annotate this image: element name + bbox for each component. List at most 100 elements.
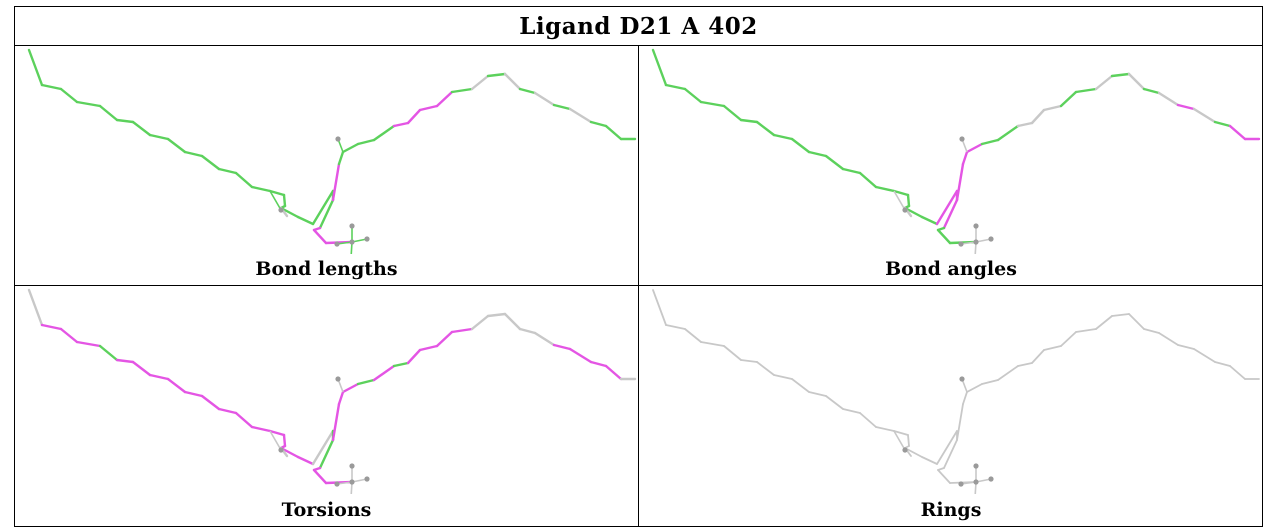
bond: [200, 154, 221, 171]
bond: [722, 104, 743, 122]
bond: [282, 193, 287, 208]
bond: [962, 391, 968, 405]
atom: [973, 479, 979, 485]
bond: [486, 312, 507, 318]
bond: [318, 438, 335, 470]
bond: [166, 377, 187, 394]
bond: [40, 83, 63, 91]
bond: [756, 361, 775, 376]
bond: [699, 100, 726, 108]
bond: [1095, 315, 1113, 330]
bond: [966, 383, 983, 393]
bond: [27, 48, 44, 87]
substituent-bond: [974, 481, 977, 494]
atom: [335, 136, 341, 142]
bond: [980, 138, 1000, 146]
atom: [278, 447, 284, 453]
bond: [1074, 87, 1098, 94]
bond: [518, 87, 537, 95]
panel-caption: Torsions: [281, 499, 372, 521]
bond: [75, 100, 102, 108]
bond: [935, 189, 959, 226]
bond: [1143, 328, 1160, 334]
atom: [988, 236, 994, 242]
bond: [356, 138, 376, 146]
bond: [296, 215, 315, 226]
bond: [450, 87, 474, 94]
bond: [1043, 345, 1062, 351]
bond: [1142, 87, 1161, 95]
bond: [921, 456, 938, 465]
bond: [604, 364, 623, 381]
bond: [961, 150, 969, 166]
bond: [664, 83, 687, 91]
bond: [503, 72, 522, 91]
bond: [589, 360, 608, 368]
bond: [740, 359, 758, 363]
bond: [1075, 328, 1097, 333]
bond: [503, 312, 522, 331]
bond: [115, 118, 135, 124]
atom: [334, 481, 340, 487]
bond: [418, 104, 439, 112]
bond: [1016, 121, 1034, 128]
bond: [772, 133, 794, 141]
bond: [552, 343, 572, 351]
bond: [773, 374, 793, 380]
bond: [1228, 124, 1247, 141]
bond: [131, 360, 152, 377]
substituent-bond: [350, 481, 353, 494]
bond: [1193, 348, 1216, 363]
bond: [1031, 349, 1045, 364]
bond: [937, 469, 951, 484]
bond: [341, 142, 360, 154]
validation-table: Ligand D21 A 402 Bond lengths Bond angle…: [14, 6, 1263, 527]
bond: [903, 206, 924, 219]
substituent-bond: [893, 430, 906, 451]
bond: [59, 87, 79, 104]
bond: [166, 137, 187, 154]
bond: [372, 364, 396, 382]
bond: [904, 447, 923, 458]
bond: [372, 124, 396, 142]
bond: [859, 412, 877, 428]
bond: [268, 429, 286, 437]
panel-caption: Bond lengths: [255, 258, 398, 280]
bond: [1192, 107, 1217, 124]
bond: [234, 171, 254, 189]
bond: [808, 391, 827, 397]
bond: [1030, 108, 1046, 125]
bond: [1128, 313, 1145, 330]
bond: [40, 323, 63, 331]
bond: [341, 382, 360, 394]
bond: [652, 289, 667, 326]
bond: [1094, 74, 1114, 91]
bond: [1177, 344, 1195, 350]
panel-bond-lengths: Bond lengths: [15, 46, 639, 286]
bond: [568, 347, 593, 364]
bond: [450, 327, 474, 334]
bond: [825, 395, 844, 410]
bond: [1111, 313, 1130, 317]
bond: [392, 121, 410, 128]
bond: [842, 408, 861, 414]
bond: [406, 108, 422, 125]
bond: [907, 434, 910, 447]
bond: [518, 327, 537, 335]
atom: [364, 476, 370, 482]
bond: [115, 358, 135, 364]
atom: [902, 447, 908, 453]
bond: [684, 328, 702, 343]
atom: [973, 223, 979, 229]
bond: [791, 378, 810, 393]
bond: [1213, 120, 1232, 128]
bond: [1214, 361, 1231, 367]
atom: [958, 241, 964, 247]
bond: [893, 430, 909, 436]
panel-caption: Rings: [920, 499, 982, 521]
ligand-diagram-torsions: [27, 288, 637, 494]
bond: [604, 124, 623, 141]
ligand-diagram-rings: [652, 289, 1260, 494]
bond: [997, 365, 1019, 381]
bond: [936, 228, 952, 245]
